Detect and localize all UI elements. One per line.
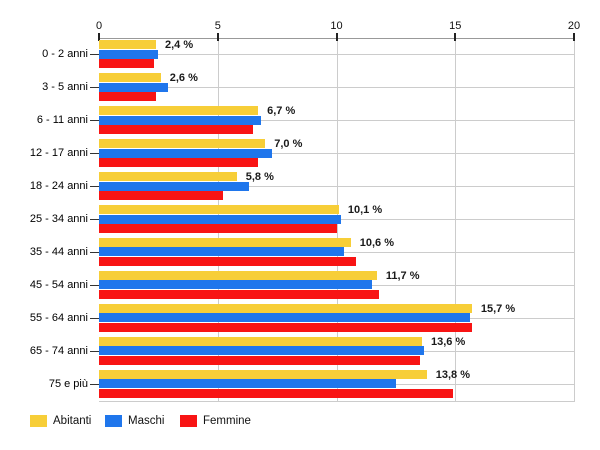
value-label: 2,6 % [169, 72, 198, 85]
category-label: 75 e più [48, 377, 88, 390]
bar-femmine-0 [99, 59, 154, 69]
bar-maschi-7 [99, 280, 372, 290]
x-axis-tick-label: 15 [449, 20, 462, 32]
category-tick [90, 317, 99, 319]
value-label: 10,1 % [347, 204, 383, 216]
legend-label: Maschi [128, 415, 165, 427]
category-label: 45 - 54 anni [29, 278, 88, 291]
category-label: 18 - 24 anni [29, 180, 88, 193]
value-label: 13,6 % [431, 335, 466, 348]
gridline-horizontal [99, 87, 574, 89]
bar-abitanti-0 [99, 40, 156, 50]
bar-maschi-4 [99, 181, 249, 191]
gridline-horizontal [99, 54, 574, 56]
bar-femmine-8 [99, 322, 472, 332]
plot-bottom-border [99, 401, 575, 402]
value-label: 2,4 % [165, 39, 194, 52]
x-axis-tick-label: 10 [330, 20, 343, 32]
value-label: 13,8 % [435, 368, 470, 381]
x-axis-tick [573, 33, 575, 41]
value-label: 6,7 % [267, 105, 296, 118]
category-label: 6 - 11 anni [36, 114, 88, 127]
bar-abitanti-5 [99, 205, 339, 214]
bar-abitanti-1 [99, 73, 161, 83]
legend-label: Abitanti [53, 415, 92, 427]
category-label: 25 - 34 anni [29, 213, 88, 225]
category-tick [90, 54, 99, 56]
bar-femmine-3 [99, 158, 258, 168]
category-label: 0 - 2 anni [42, 48, 88, 61]
category-tick [90, 87, 99, 89]
bar-maschi-8 [99, 313, 470, 323]
bar-maschi-1 [99, 82, 168, 92]
bar-maschi-0 [99, 49, 158, 59]
legend-swatch-femmine [180, 415, 197, 427]
x-axis-tick [216, 33, 219, 41]
category-tick [90, 383, 99, 385]
bar-femmine-7 [99, 289, 379, 299]
bar-femmine-5 [99, 224, 337, 233]
x-axis-tick [98, 33, 100, 41]
category-tick [90, 120, 99, 122]
legend-swatch-maschi [105, 415, 122, 427]
category-tick [90, 350, 99, 352]
bar-abitanti-8 [99, 303, 472, 313]
value-label: 11,7 % [385, 269, 420, 282]
value-label: 5,8 % [245, 171, 274, 184]
bar-abitanti-3 [99, 139, 265, 149]
gridline-vertical [574, 39, 575, 402]
legend-item-abitanti: Abitanti [30, 414, 91, 428]
value-label: 15,7 % [480, 302, 516, 315]
gridline-horizontal [99, 186, 574, 188]
bar-femmine-10 [99, 388, 453, 398]
category-tick [90, 219, 99, 220]
x-axis-tick-label: 5 [214, 20, 221, 32]
value-label: 7,0 % [274, 138, 303, 151]
x-axis-tick-label: 0 [95, 20, 103, 32]
bar-abitanti-4 [99, 172, 237, 182]
value-label: 10,6 % [359, 236, 394, 249]
gridline-horizontal [99, 153, 574, 155]
legend-item-maschi: Maschi [105, 414, 164, 428]
bar-maschi-9 [99, 346, 424, 356]
legend-item-femmine: Femmine [180, 414, 251, 428]
x-axis-tick-label: 20 [567, 20, 581, 32]
bar-maschi-3 [99, 148, 272, 158]
bar-femmine-4 [99, 191, 223, 201]
legend-swatch-abitanti [30, 415, 47, 427]
bar-femmine-2 [99, 125, 253, 135]
gridline-vertical [455, 39, 457, 402]
x-axis-tick [454, 33, 457, 41]
legend-label: Femmine [203, 415, 251, 427]
category-tick [90, 186, 99, 188]
bar-abitanti-7 [99, 270, 377, 280]
bar-abitanti-10 [99, 369, 427, 379]
category-label: 35 - 44 anni [29, 245, 88, 258]
category-label: 65 - 74 anni [29, 344, 88, 357]
bar-abitanti-2 [99, 106, 258, 116]
category-tick [90, 284, 99, 286]
bar-femmine-6 [99, 256, 356, 266]
bar-maschi-10 [99, 379, 396, 389]
bar-abitanti-6 [99, 237, 351, 247]
bar-abitanti-9 [99, 336, 422, 346]
category-label: 12 - 17 anni [29, 147, 88, 160]
bar-maschi-6 [99, 247, 344, 257]
category-label: 55 - 64 anni [29, 311, 88, 324]
gridline-horizontal [99, 120, 574, 122]
bar-maschi-5 [99, 214, 341, 224]
category-tick [90, 251, 99, 253]
x-axis-tick [335, 33, 338, 41]
bar-femmine-1 [99, 92, 156, 102]
category-tick [90, 153, 99, 155]
category-label: 3 - 5 anni [42, 81, 88, 94]
bar-femmine-9 [99, 355, 420, 365]
bar-maschi-2 [99, 115, 261, 125]
